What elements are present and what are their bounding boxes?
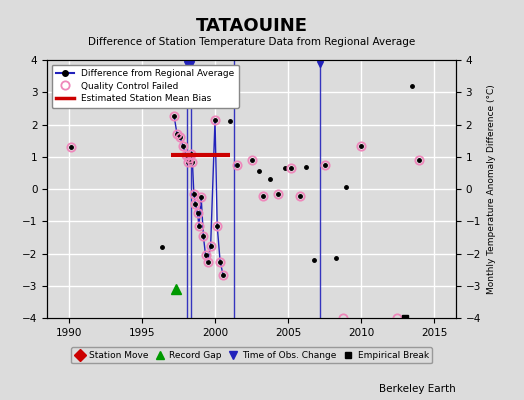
Text: Berkeley Earth: Berkeley Earth — [379, 384, 456, 394]
Text: TATAOUINE: TATAOUINE — [195, 17, 308, 35]
Legend: Difference from Regional Average, Quality Control Failed, Estimated Station Mean: Difference from Regional Average, Qualit… — [52, 64, 239, 108]
Text: Difference of Station Temperature Data from Regional Average: Difference of Station Temperature Data f… — [88, 37, 415, 47]
Y-axis label: Monthly Temperature Anomaly Difference (°C): Monthly Temperature Anomaly Difference (… — [486, 84, 496, 294]
Legend: Station Move, Record Gap, Time of Obs. Change, Empirical Break: Station Move, Record Gap, Time of Obs. C… — [71, 347, 432, 364]
